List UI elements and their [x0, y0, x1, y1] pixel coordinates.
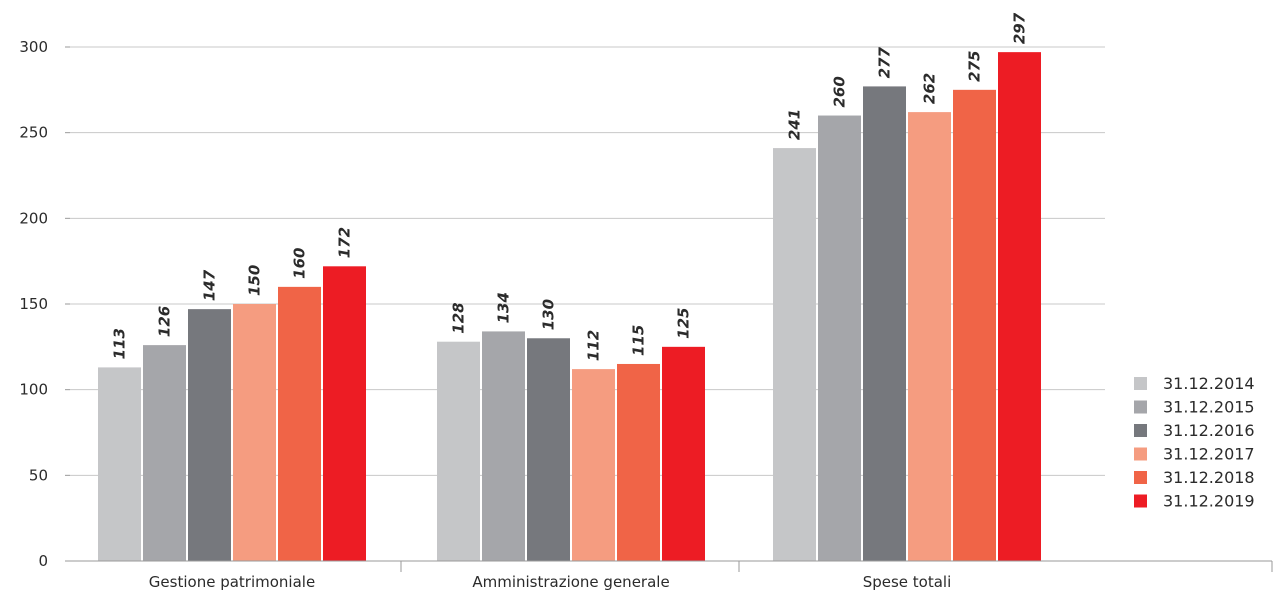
data-label: 160 [291, 248, 309, 279]
legend-swatch [1134, 471, 1147, 484]
x-category-label: Gestione patrimoniale [149, 573, 315, 591]
bars [98, 52, 1041, 562]
data-label: 260 [831, 76, 849, 107]
data-label: 297 [1011, 12, 1029, 44]
y-tick-label: 300 [19, 38, 48, 56]
bar [233, 304, 276, 561]
data-label: 112 [585, 330, 603, 361]
bar [773, 148, 816, 561]
data-label: 150 [246, 265, 264, 296]
y-tick-label: 0 [38, 552, 48, 570]
data-label: 130 [540, 299, 558, 330]
y-tick-label: 150 [19, 295, 48, 313]
data-label: 172 [336, 227, 354, 258]
bar [143, 345, 186, 561]
data-label: 275 [966, 51, 984, 82]
legend-swatch [1134, 494, 1147, 508]
bar [998, 52, 1041, 561]
x-category-label: Spese totali [863, 573, 952, 591]
y-tick-label: 250 [19, 124, 48, 142]
legend-label: 31.12.2019 [1163, 492, 1255, 511]
bar [188, 309, 231, 561]
y-axis: 0 50 100 150 200 250 300 [19, 38, 70, 570]
data-label: 128 [450, 302, 468, 333]
bar [953, 89, 996, 561]
bar [617, 363, 660, 561]
bar [863, 86, 906, 561]
data-label: 113 [111, 328, 129, 359]
bar [908, 112, 951, 562]
legend-label: 31.12.2016 [1163, 421, 1255, 440]
legend-label: 31.12.2017 [1163, 445, 1255, 464]
y-tick-label: 50 [29, 466, 48, 484]
data-label: 262 [921, 73, 939, 104]
bar [278, 286, 321, 561]
data-label: 134 [495, 292, 513, 323]
legend-label: 31.12.2015 [1163, 398, 1255, 417]
bar [437, 341, 480, 561]
bar [572, 369, 615, 561]
bar [323, 266, 366, 561]
y-tick-label: 200 [19, 209, 48, 227]
bar [527, 338, 570, 561]
y-tick-label: 100 [19, 381, 48, 399]
legend-swatch [1134, 424, 1147, 437]
data-label: 126 [156, 306, 174, 337]
bar [662, 346, 705, 561]
x-category-label: Amministrazione generale [472, 573, 669, 591]
bar [818, 115, 861, 562]
data-label: 147 [201, 269, 219, 301]
legend: 31.12.2014 31.12.2015 31.12.2016 31.12.2017… [1134, 374, 1255, 511]
data-label: 277 [876, 47, 894, 79]
data-labels: 113 126 147 150 160 172 128 134 130 112 115 125 241 2… [111, 12, 1029, 361]
legend-label: 31.12.2018 [1163, 468, 1255, 487]
x-axis: Gestione patrimoniale Amministrazione gen… [70, 560, 1273, 591]
data-label: 125 [675, 308, 693, 339]
bar [482, 331, 525, 561]
legend-label: 31.12.2014 [1163, 374, 1255, 393]
data-label: 115 [630, 325, 648, 356]
legend-swatch [1134, 400, 1147, 414]
legend-swatch [1134, 447, 1147, 461]
data-label: 241 [786, 109, 804, 140]
legend-swatch [1134, 377, 1147, 390]
bar [98, 367, 141, 561]
